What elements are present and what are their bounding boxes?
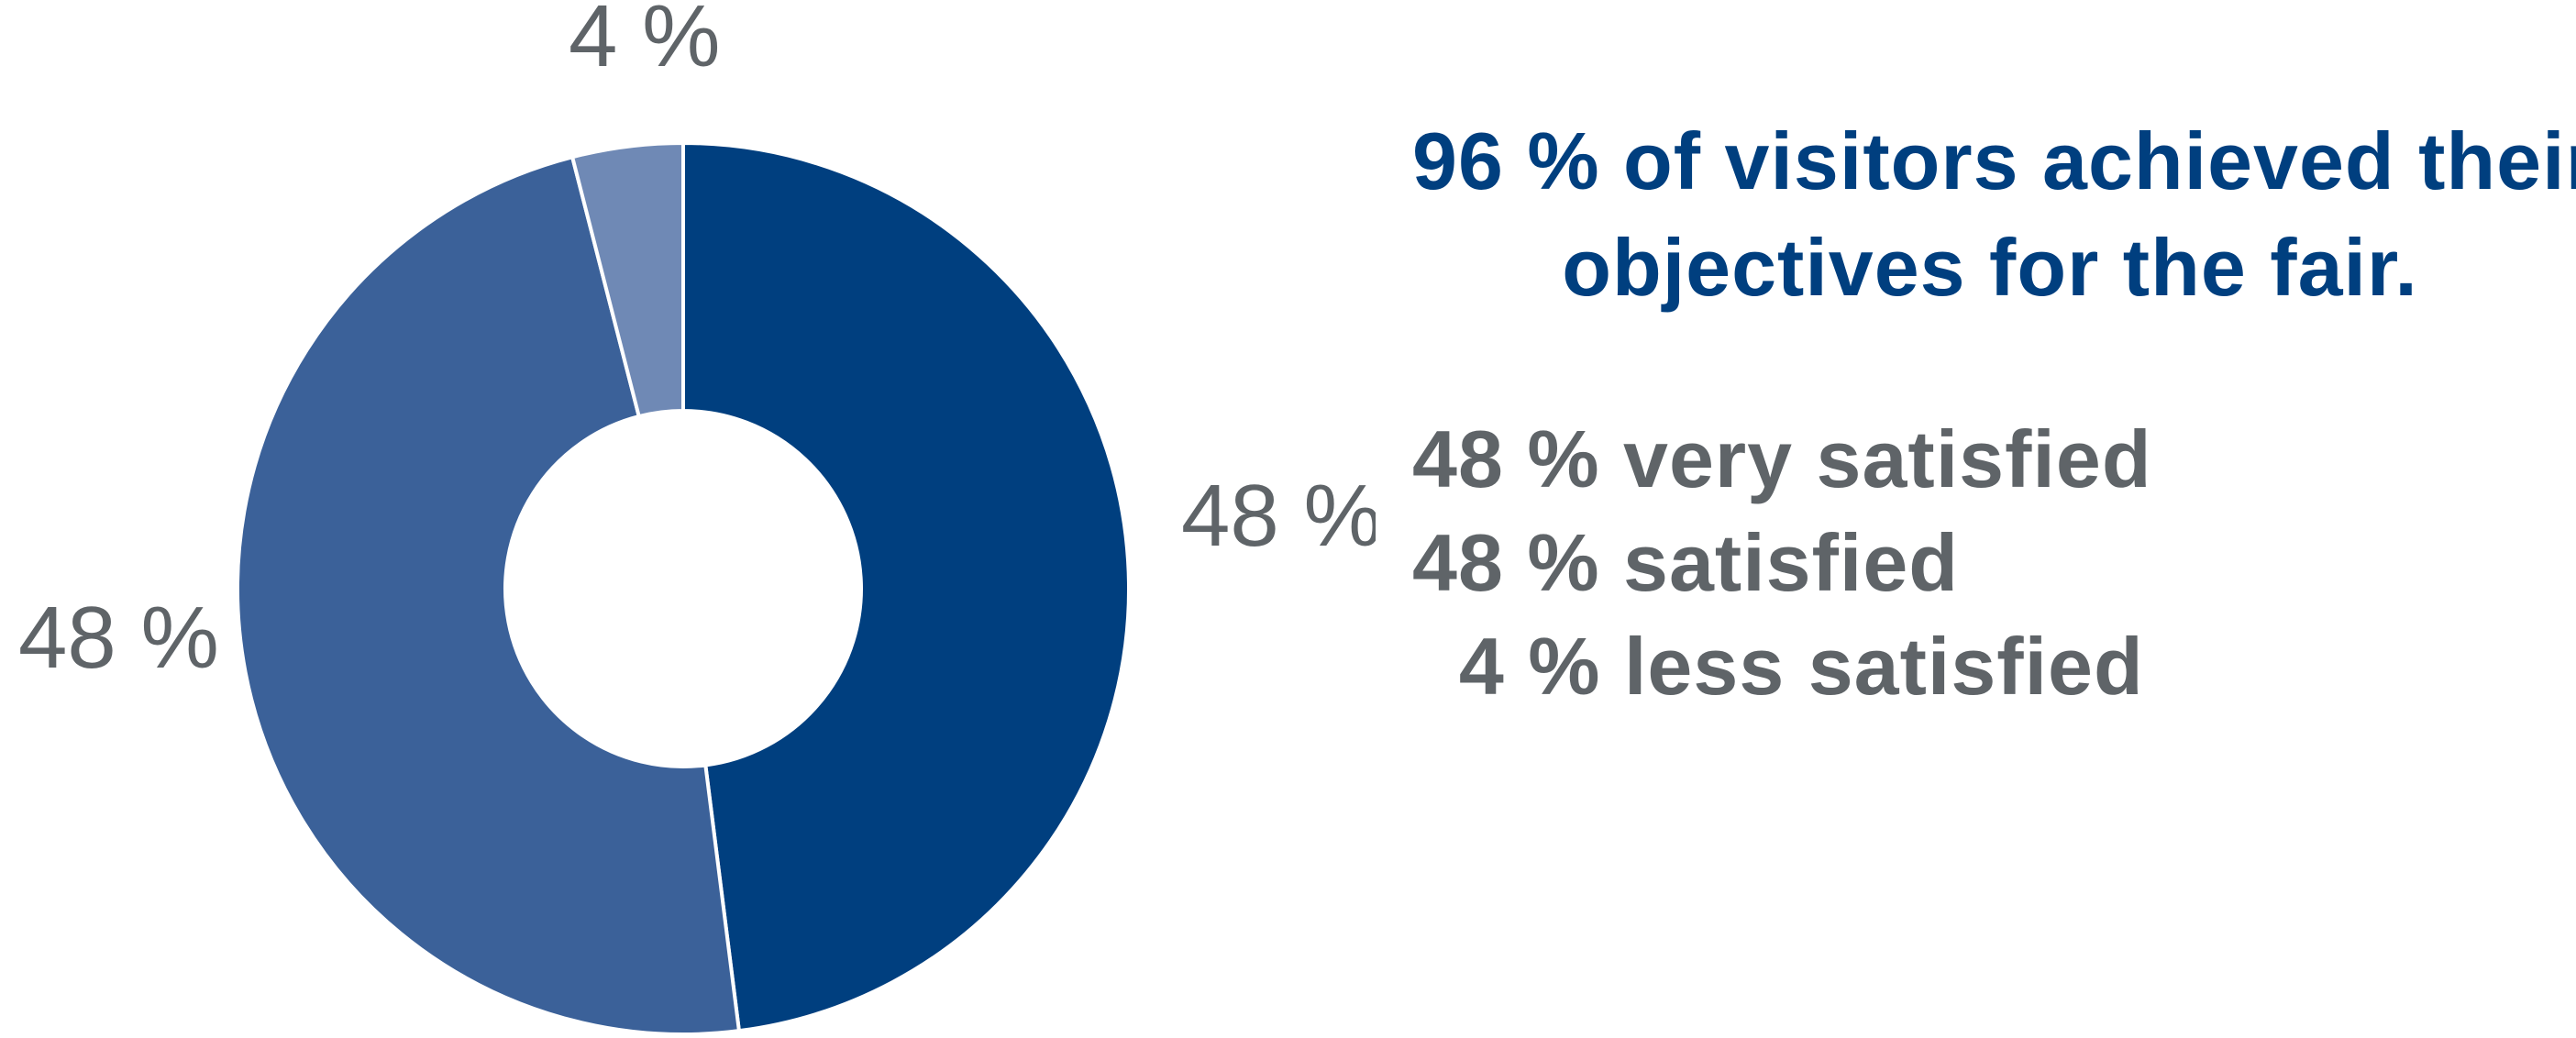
donut-slice-less-satisfied	[569, 140, 685, 419]
breakdown-satisfied: 48 % satisfied	[1412, 517, 1960, 608]
slice-label-very-satisfied: 48 %	[1181, 467, 1376, 565]
donut-chart: 48 % 48 % 4 %	[18, 0, 1376, 1036]
summary-panel: 96 % of visitors achieved their objectiv…	[1412, 108, 2576, 718]
slice-label-satisfied: 48 %	[18, 589, 219, 687]
slice-label-less-satisfied: 4 %	[569, 0, 720, 85]
donut-slice-labels: 48 % 48 % 4 %	[18, 0, 1376, 687]
headline: 96 % of visitors achieved their objectiv…	[1412, 108, 2576, 321]
breakdown-list: 48 % very satisfied 48 % satisfied 4 % l…	[1412, 407, 2568, 718]
donut-slice-very-satisfied	[681, 140, 1131, 1033]
breakdown-less-satisfied: 4 % less satisfied	[1412, 621, 2144, 712]
headline-line-1: 96 % of visitors achieved their	[1412, 116, 2576, 206]
donut-slice-satisfied	[235, 154, 742, 1036]
donut-slices	[235, 140, 1131, 1036]
headline-line-2: objectives for the fair.	[1562, 222, 2418, 313]
breakdown-very-satisfied: 48 % very satisfied	[1412, 414, 2152, 504]
